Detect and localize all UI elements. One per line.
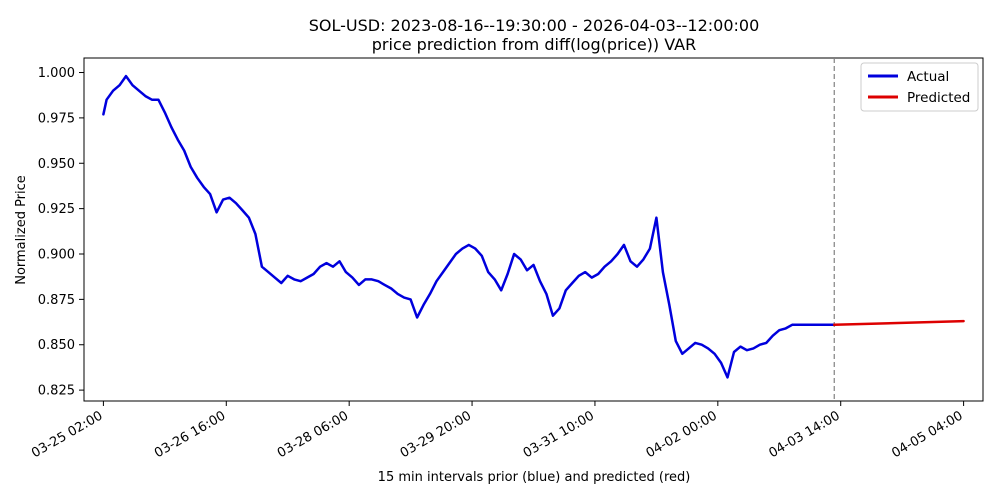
- x-tick-label: 03-25 02:00: [29, 408, 105, 461]
- x-tick-label: 04-05 04:00: [889, 408, 965, 461]
- x-axis-label: 15 min intervals prior (blue) and predic…: [378, 470, 691, 485]
- y-tick-label: 0.875: [38, 293, 75, 308]
- legend-actual-label: Actual: [907, 69, 949, 85]
- y-tick-label: 0.975: [38, 111, 75, 126]
- x-tick-label: 03-29 20:00: [398, 408, 474, 461]
- x-tick-label: 04-02 00:00: [644, 408, 720, 461]
- y-tick-label: 0.925: [38, 202, 75, 217]
- plot-frame: [83, 57, 984, 402]
- x-tick-label: 03-26 16:00: [152, 408, 228, 461]
- legend-predicted-label: Predicted: [907, 90, 970, 106]
- actual-series-line: [102, 74, 836, 379]
- y-tick-label: 1.000: [38, 66, 75, 81]
- x-tick-label: 03-28 06:00: [275, 408, 351, 461]
- chart-subtitle: price prediction from diff(log(price)) V…: [372, 35, 696, 54]
- x-tick-label: 03-31 10:00: [521, 408, 597, 461]
- y-tick-label: 0.900: [38, 248, 75, 263]
- plot-area: 0.825 0.850 0.875 0.900 0.925 0.950 0.975 1.000…: [29, 57, 984, 461]
- y-tick-label: 0.850: [38, 338, 75, 353]
- predicted-series-line: [832, 319, 965, 327]
- x-tick-label: 04-03 14:00: [766, 408, 842, 461]
- legend: Actual Predicted: [860, 62, 979, 112]
- y-tick-label: 0.950: [38, 157, 75, 172]
- y-axis-label: Normalized Price: [14, 175, 29, 285]
- chart-title: SOL-USD: 2023-08-16--19:30:00 - 2026-04-…: [309, 16, 760, 35]
- y-tick-label: 0.825: [38, 384, 75, 399]
